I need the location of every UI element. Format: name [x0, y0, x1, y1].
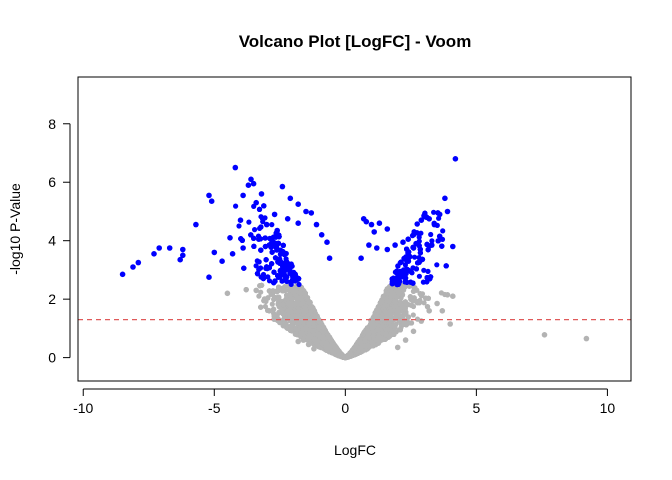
nonsignificant-point: [409, 320, 415, 326]
plot-area: [78, 156, 631, 361]
nonsignificant-point: [421, 300, 427, 306]
nonsignificant-point: [438, 290, 444, 296]
nonsignificant-point: [410, 312, 416, 318]
nonsignificant-point: [269, 301, 275, 307]
chart-title: Volcano Plot [LogFC] - Voom: [239, 32, 472, 51]
nonsignificant-point: [258, 289, 264, 295]
nonsignificant-point: [256, 293, 262, 299]
nonsignificant-points: [243, 282, 448, 361]
nonsignificant-point: [262, 303, 268, 310]
